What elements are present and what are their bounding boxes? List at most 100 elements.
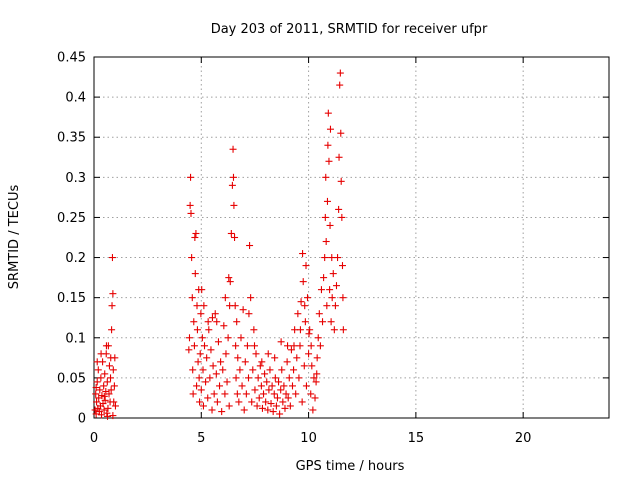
data-point xyxy=(339,294,347,302)
data-point xyxy=(264,406,272,414)
data-point xyxy=(199,402,207,410)
data-point xyxy=(282,390,290,398)
y-tick-label: 0.3 xyxy=(65,171,86,186)
data-point xyxy=(335,153,343,161)
data-point xyxy=(300,362,308,370)
data-point xyxy=(305,350,313,358)
data-point xyxy=(211,310,219,318)
data-point xyxy=(338,213,346,221)
data-point xyxy=(278,366,286,374)
data-point xyxy=(101,396,109,404)
data-point xyxy=(332,282,340,290)
data-point xyxy=(323,197,331,205)
data-point xyxy=(243,342,251,350)
data-point xyxy=(224,334,232,342)
data-point xyxy=(204,394,212,402)
data-point xyxy=(107,354,115,362)
data-point xyxy=(219,366,227,374)
data-point xyxy=(250,326,258,334)
data-point xyxy=(256,362,264,370)
data-point xyxy=(221,390,229,398)
data-point xyxy=(103,409,111,417)
data-point xyxy=(330,326,338,334)
data-point xyxy=(251,386,259,394)
data-point xyxy=(321,213,329,221)
data-point xyxy=(185,346,193,354)
data-point xyxy=(201,342,209,350)
data-point xyxy=(326,221,334,229)
data-point xyxy=(230,201,238,209)
data-point xyxy=(242,390,250,398)
data-point xyxy=(186,201,194,209)
x-tick-label: 0 xyxy=(90,431,98,446)
data-point xyxy=(226,278,234,286)
data-point xyxy=(239,306,247,314)
data-point xyxy=(279,398,287,406)
data-point xyxy=(325,157,333,165)
data-point xyxy=(222,350,230,358)
data-point xyxy=(238,382,246,390)
data-point xyxy=(237,334,245,342)
data-point xyxy=(281,404,289,412)
data-point xyxy=(234,354,242,362)
y-tick-label: 0 xyxy=(78,412,86,427)
data-point xyxy=(335,205,343,213)
data-point xyxy=(195,374,203,382)
data-point xyxy=(107,386,115,394)
data-point xyxy=(287,346,295,354)
data-point xyxy=(324,141,332,149)
data-point xyxy=(305,330,313,338)
data-point xyxy=(193,382,201,390)
data-point xyxy=(233,390,241,398)
data-point xyxy=(262,398,270,406)
data-point xyxy=(328,294,336,302)
data-point xyxy=(191,270,199,278)
data-point xyxy=(241,358,249,366)
data-point xyxy=(309,406,317,414)
data-point xyxy=(190,318,198,326)
data-point xyxy=(313,354,321,362)
data-point xyxy=(277,338,285,346)
data-point xyxy=(188,294,196,302)
data-point xyxy=(110,382,118,390)
data-point xyxy=(190,342,198,350)
data-point xyxy=(336,81,344,89)
data-point xyxy=(307,390,315,398)
data-point xyxy=(286,402,294,410)
data-point xyxy=(104,412,112,420)
data-point xyxy=(97,350,105,358)
data-point xyxy=(323,302,331,310)
data-point xyxy=(198,334,206,342)
data-point xyxy=(229,173,237,181)
data-point xyxy=(261,370,269,378)
data-point xyxy=(199,366,207,374)
data-point xyxy=(264,350,272,358)
data-point xyxy=(285,374,293,382)
data-point xyxy=(208,314,216,322)
data-point xyxy=(193,326,201,334)
data-point xyxy=(251,342,259,350)
data-point xyxy=(216,382,224,390)
data-point xyxy=(327,318,335,326)
plot-frame xyxy=(93,56,610,419)
data-point xyxy=(302,262,310,270)
data-point xyxy=(297,298,305,306)
data-point xyxy=(229,145,237,153)
data-point xyxy=(324,109,332,117)
x-tick-label: 15 xyxy=(408,431,425,446)
data-point xyxy=(322,238,330,246)
data-point xyxy=(338,262,346,270)
data-point xyxy=(322,173,330,181)
data-point xyxy=(290,366,298,374)
data-point xyxy=(319,318,327,326)
data-point xyxy=(185,334,193,342)
data-point xyxy=(189,390,197,398)
data-point xyxy=(213,318,221,326)
data-point xyxy=(111,402,119,410)
data-point xyxy=(260,390,268,398)
data-point xyxy=(100,382,108,390)
data-point xyxy=(265,386,273,394)
data-point xyxy=(245,310,253,318)
data-point xyxy=(93,378,101,386)
data-point xyxy=(189,366,197,374)
